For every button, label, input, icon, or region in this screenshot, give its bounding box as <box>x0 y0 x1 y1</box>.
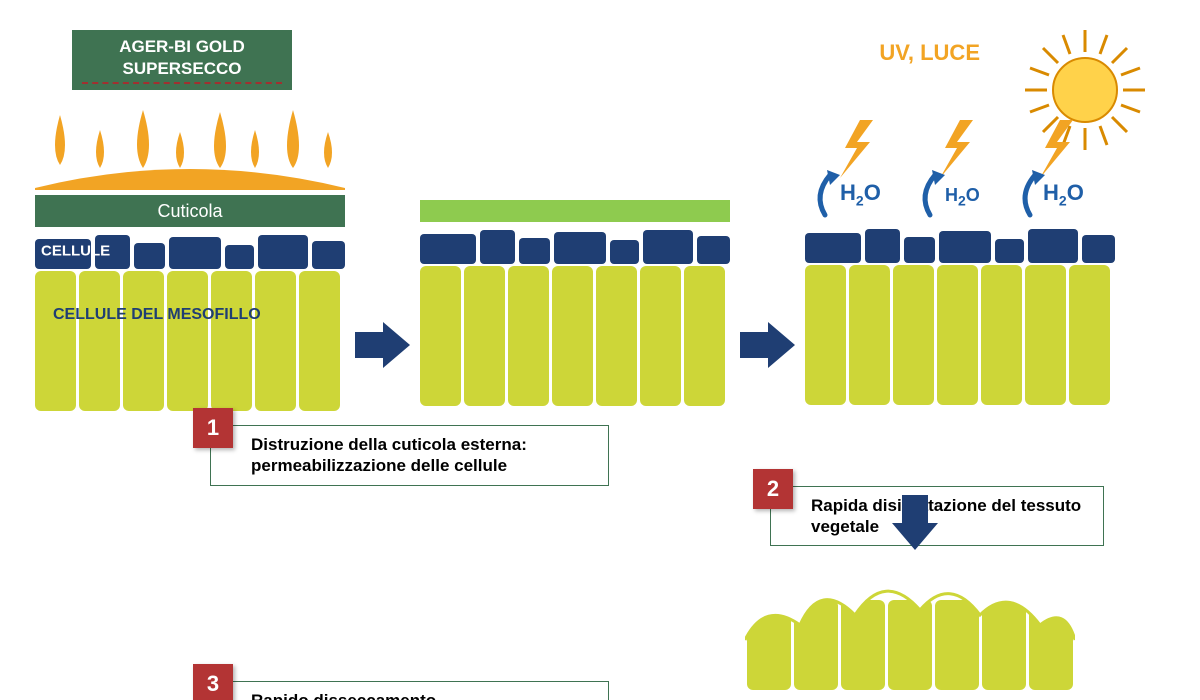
cuticle-label: Cuticola <box>157 201 222 222</box>
h2o-label: H2O <box>945 185 980 209</box>
panel-3: H2O H2O H2O <box>805 120 1115 405</box>
step-text: Rapida disidratazione del tessuto vegeta… <box>811 496 1081 536</box>
step-number: 2 <box>753 469 793 509</box>
cell-row <box>420 226 730 266</box>
step-text: Rapido disseccamento <box>251 691 436 700</box>
cuticle-layer: Cuticola <box>35 195 345 227</box>
step-number: 3 <box>193 664 233 700</box>
step-text: Distruzione della cuticola esterna: perm… <box>251 435 527 475</box>
cells-label: CELLULE <box>41 243 110 260</box>
cell-row: CELLULE <box>35 231 345 271</box>
product-line2: SUPERSECCO <box>122 59 241 78</box>
step-number: 1 <box>193 408 233 448</box>
dried-tissue <box>745 570 1075 695</box>
arrow-down-icon <box>890 495 940 550</box>
arrow-right-icon <box>740 320 795 370</box>
uv-label: UV, LUCE <box>879 40 980 66</box>
product-label: AGER-BI GOLD SUPERSECCO <box>72 30 292 90</box>
panel-2 <box>420 200 730 406</box>
mesophyll: CELLULE DEL MESOFILLO <box>35 271 345 411</box>
panel-1: Cuticola CELLULE CELLULE DEL MESOFILLO <box>35 110 345 411</box>
cell-row <box>805 225 1115 265</box>
arrow-right-icon <box>355 320 410 370</box>
cuticle-thin <box>420 200 730 222</box>
step-box-1: 1 Distruzione della cuticola esterna: pe… <box>210 425 609 486</box>
h2o-label: H2O <box>840 180 881 208</box>
step-box-3: 3 Rapido disseccamento <box>210 681 609 700</box>
mesophyll-label: CELLULE DEL MESOFILLO <box>53 306 261 324</box>
drops-icon <box>35 110 345 190</box>
h2o-label: H2O <box>1043 180 1084 208</box>
mesophyll <box>805 265 1115 405</box>
product-line1: AGER-BI GOLD <box>119 37 245 56</box>
mesophyll <box>420 266 730 406</box>
